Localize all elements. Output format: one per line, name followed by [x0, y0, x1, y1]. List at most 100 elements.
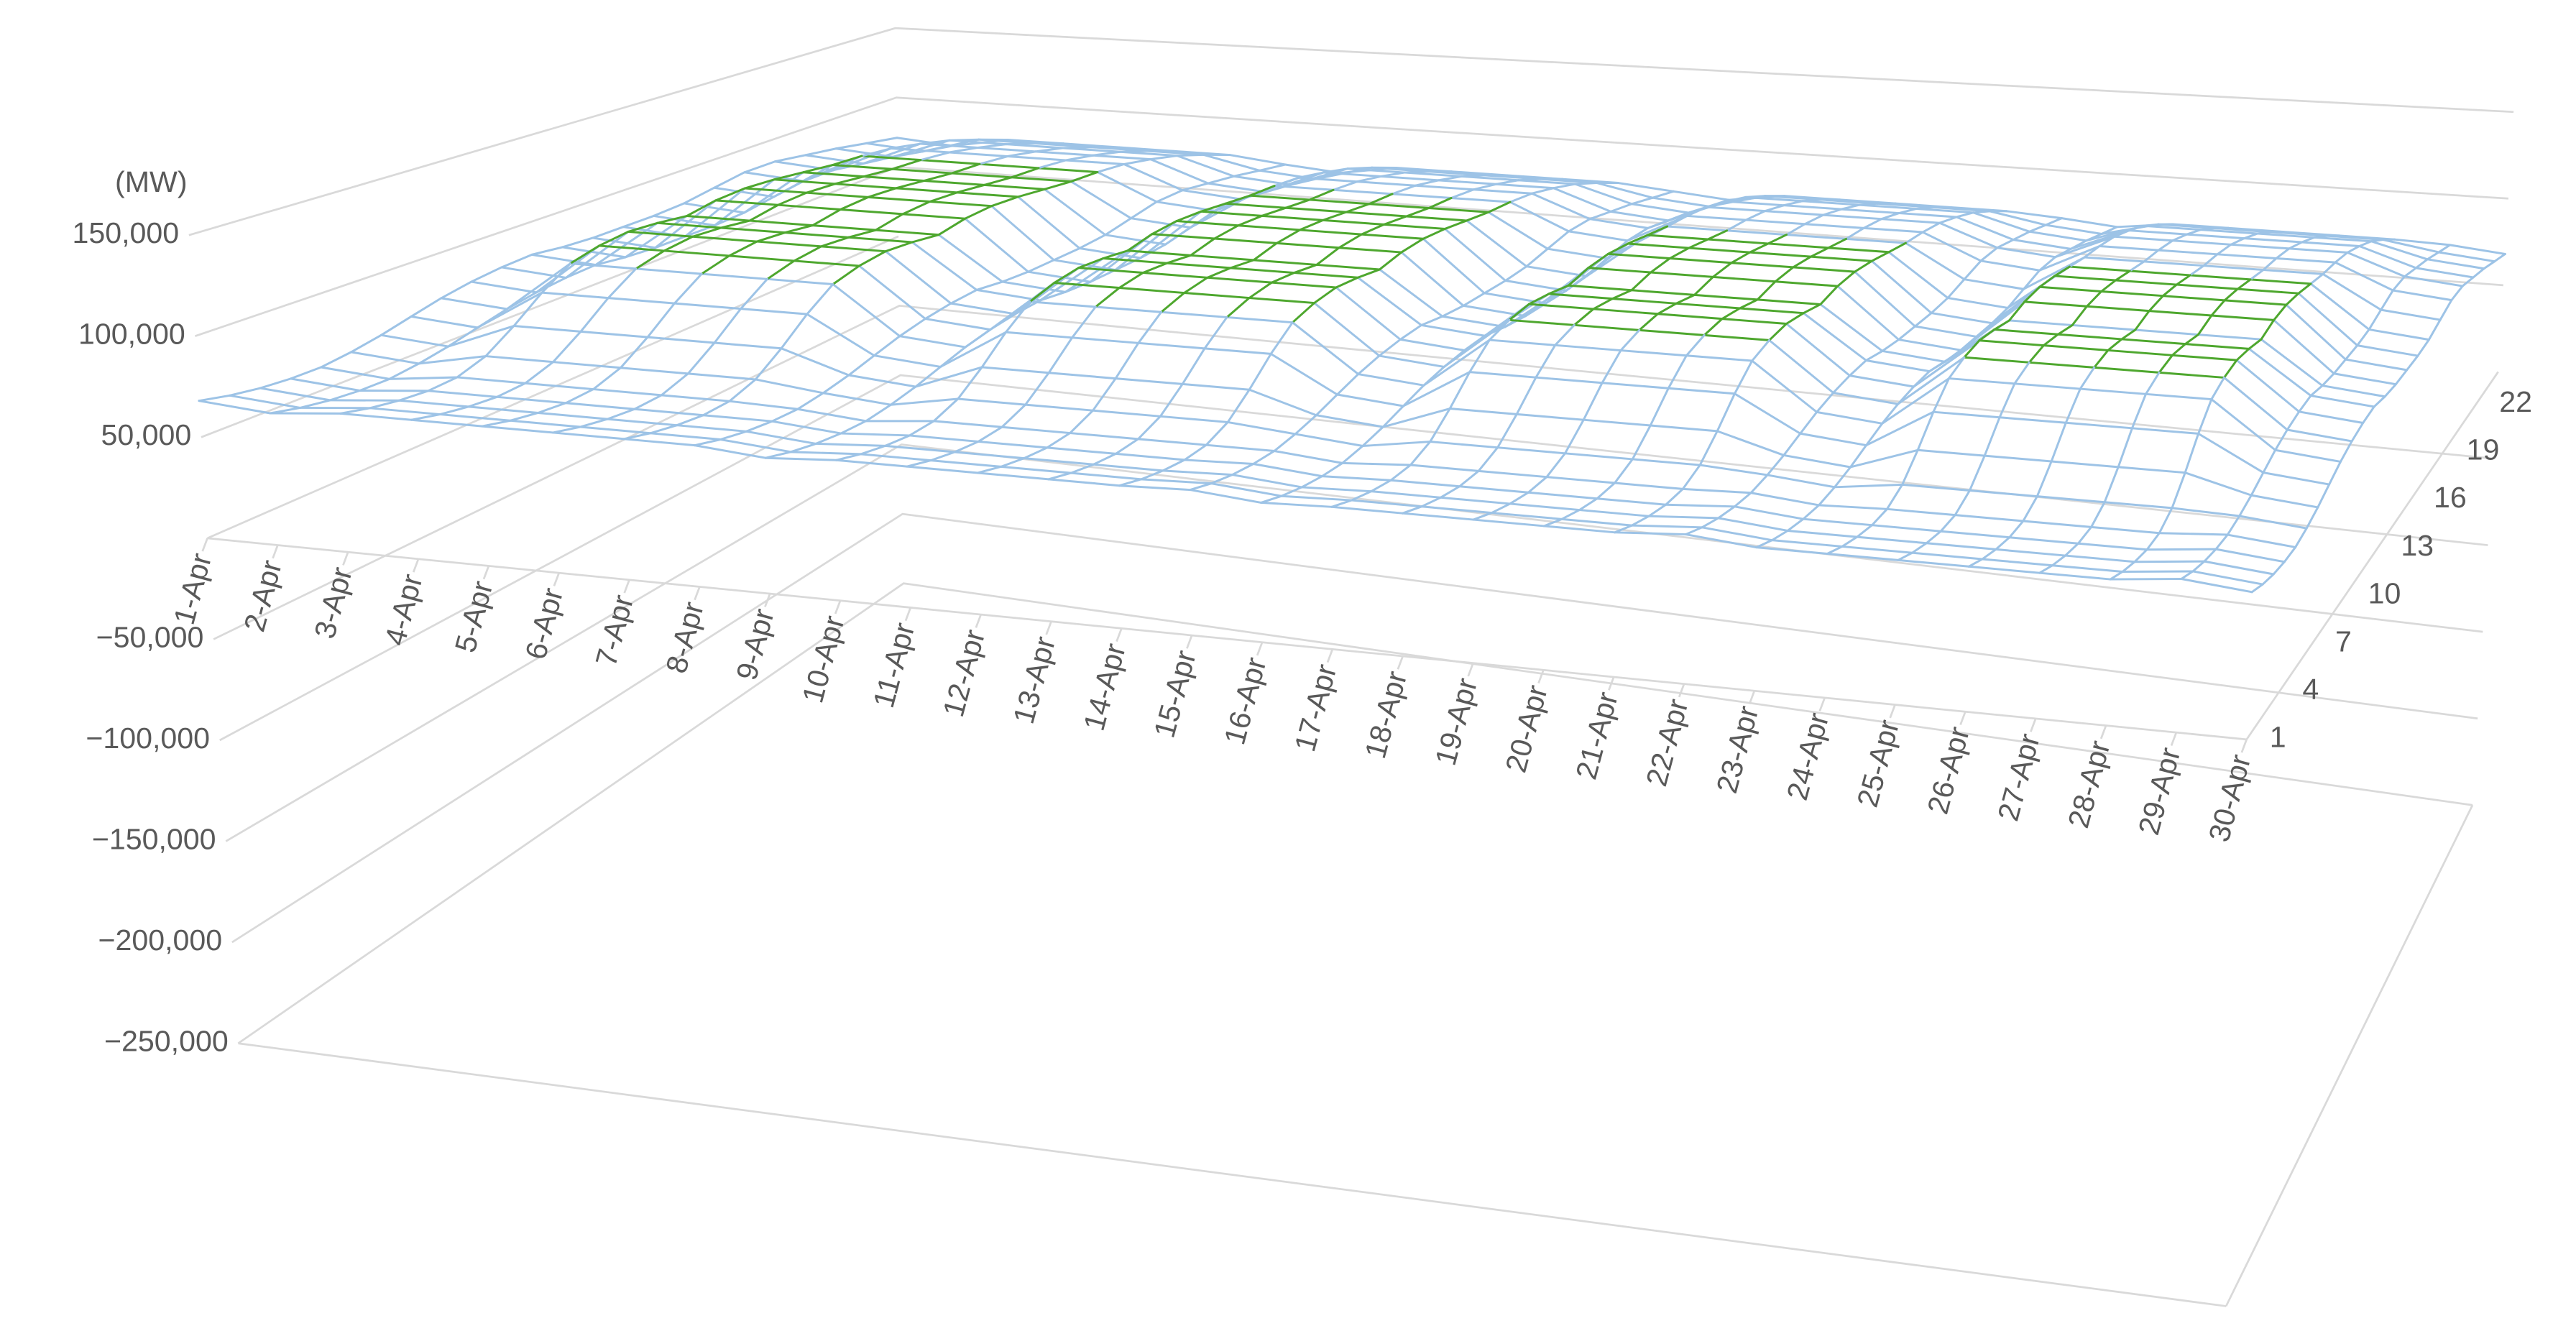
- surface-segment: [975, 280, 1004, 291]
- surface-segment: [953, 440, 980, 453]
- surface-segment: [1630, 196, 1654, 206]
- surface-segment: [1077, 267, 1144, 274]
- surface-segment: [796, 392, 824, 410]
- surface-segment: [1721, 307, 1742, 321]
- surface-segment: [1000, 403, 1027, 428]
- surface-segment: [1070, 463, 1095, 474]
- surface-segment: [2262, 257, 2278, 271]
- surface-segment: [500, 266, 567, 279]
- surface-segment: [1588, 210, 1612, 221]
- surface-segment: [380, 333, 450, 348]
- surface-segment: [1582, 382, 1604, 421]
- surface-segment: [1010, 176, 1072, 183]
- surface-segment: [2180, 578, 2253, 594]
- surface-segment: [2391, 275, 2406, 292]
- surface-segment: [895, 187, 959, 194]
- surface-segment: [2236, 278, 2252, 290]
- surface-segment: [1260, 501, 1333, 508]
- surface-segment: [822, 392, 892, 406]
- surface-segment: [1527, 491, 1598, 500]
- surface-segment: [1665, 503, 1736, 508]
- surface-segment: [2260, 338, 2324, 387]
- surface-segment: [656, 221, 722, 229]
- surface-segment: [1802, 312, 1867, 361]
- surface-segment: [388, 376, 459, 380]
- surface-segment: [924, 318, 992, 331]
- surface-segment: [2332, 372, 2397, 386]
- surface-segment: [1345, 203, 1371, 213]
- surface-segment: [1767, 234, 1788, 245]
- surface-segment: [2350, 422, 2365, 443]
- surface-segment: [1422, 227, 1446, 240]
- surface-segment: [1448, 407, 1518, 415]
- depth-tick-label: 22: [2499, 385, 2532, 418]
- surface-segment: [975, 288, 1041, 302]
- grid-line: [231, 512, 2478, 944]
- surface-segment: [980, 331, 1007, 369]
- surface-segment: [1291, 321, 1360, 376]
- surface-segment: [1047, 478, 1121, 487]
- surface-segment: [2449, 244, 2506, 255]
- surface-segment: [2322, 272, 2383, 311]
- surface-segment: [1071, 336, 1140, 344]
- surface-segment: [713, 186, 776, 198]
- surface-segment: [1606, 242, 1629, 255]
- surface-segment: [1322, 218, 1386, 226]
- surface-segment: [505, 291, 538, 310]
- surface-segment: [805, 191, 870, 198]
- surface-segment: [1897, 356, 1966, 405]
- surface-segment: [2143, 249, 2160, 263]
- surface-segment: [937, 217, 967, 236]
- surface-segment: [684, 187, 746, 238]
- surface-segment: [2185, 229, 2202, 236]
- surface-segment: [2356, 344, 2419, 357]
- surface-segment: [1248, 352, 1272, 391]
- surface-segment: [754, 347, 783, 381]
- surface-segment: [1360, 233, 1425, 240]
- surface-segment: [1721, 318, 1788, 325]
- surface-segment: [2076, 525, 2093, 545]
- surface-segment: [1981, 558, 2054, 567]
- surface-segment: [1782, 204, 1843, 211]
- surface-segment: [2053, 265, 2071, 277]
- surface-segment: [2210, 398, 2277, 451]
- surface-segment: [908, 420, 935, 437]
- surface-segment: [1827, 237, 1848, 249]
- surface-segment: [2148, 310, 2213, 317]
- surface-segment: [2230, 243, 2291, 250]
- surface-segment: [1322, 167, 1349, 174]
- surface-segment: [950, 172, 1013, 179]
- surface-segment: [2393, 238, 2452, 247]
- surface-segment: [1437, 179, 1497, 185]
- surface-segment: [1118, 484, 1192, 492]
- surface-segment: [350, 333, 382, 354]
- surface-segment: [1887, 251, 1949, 300]
- surface-segment: [873, 354, 942, 368]
- surface-segment: [714, 187, 746, 202]
- surface-segment: [1005, 142, 1036, 146]
- surface-segment: [1751, 338, 1771, 362]
- surface-segment: [505, 262, 571, 310]
- surface-segment: [890, 142, 921, 150]
- surface-segment: [1189, 482, 1213, 492]
- surface-segment: [1767, 242, 1830, 249]
- surface-segment: [2143, 224, 2202, 231]
- surface-segment: [269, 406, 302, 415]
- surface-segment: [1361, 441, 1432, 447]
- surface-segment: [840, 432, 911, 437]
- surface-segment: [865, 403, 892, 423]
- surface-segment: [1901, 483, 1971, 492]
- surface-segment: [957, 397, 1027, 406]
- surface-segment: [1294, 414, 1317, 436]
- surface-segment: [1069, 409, 1095, 435]
- surface-segment: [1768, 338, 1835, 395]
- depth-tick-label: 10: [2368, 577, 2401, 610]
- surface-segment: [1530, 187, 1555, 195]
- surface-segment: [2313, 234, 2328, 239]
- surface-segment: [2305, 506, 2319, 530]
- surface-segment: [702, 400, 731, 417]
- surface-segment: [2321, 372, 2335, 387]
- surface-segment: [2109, 578, 2183, 581]
- x-tick-label: 15-Apr: [1147, 647, 1202, 741]
- surface-segment: [1568, 230, 1629, 242]
